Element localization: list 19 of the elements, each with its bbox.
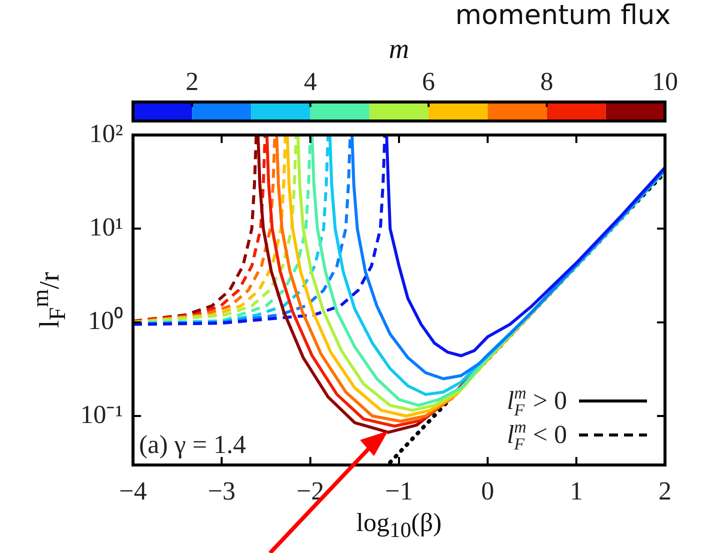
color-bar-label: 10 [652, 66, 678, 96]
y-tick-label: 10⁻¹ [80, 400, 123, 429]
x-tick-label: 2 [658, 476, 672, 506]
y-tick-label: 10¹ [89, 212, 123, 242]
x-tick-label: 0 [481, 476, 494, 506]
y-tick-label: 10² [89, 118, 124, 148]
x-tick-label: −3 [208, 476, 236, 506]
color-bar-label: 4 [304, 66, 317, 96]
x-axis-title: log$_{10}$(β) [356, 508, 442, 544]
x-tick-label: −4 [119, 476, 147, 506]
color-bar-title: m [388, 34, 410, 66]
x-tick-label: 1 [570, 476, 583, 506]
chart-title: momentum flux [454, 0, 672, 31]
x-tick-label: −1 [385, 476, 413, 506]
color-bar-label: 6 [422, 66, 436, 96]
annotation: (a) γ = 1.4 [139, 430, 246, 459]
y-tick-label: 10⁰ [88, 306, 123, 336]
color-bar-label: 8 [540, 66, 554, 96]
color-bar-label: 2 [186, 66, 199, 96]
